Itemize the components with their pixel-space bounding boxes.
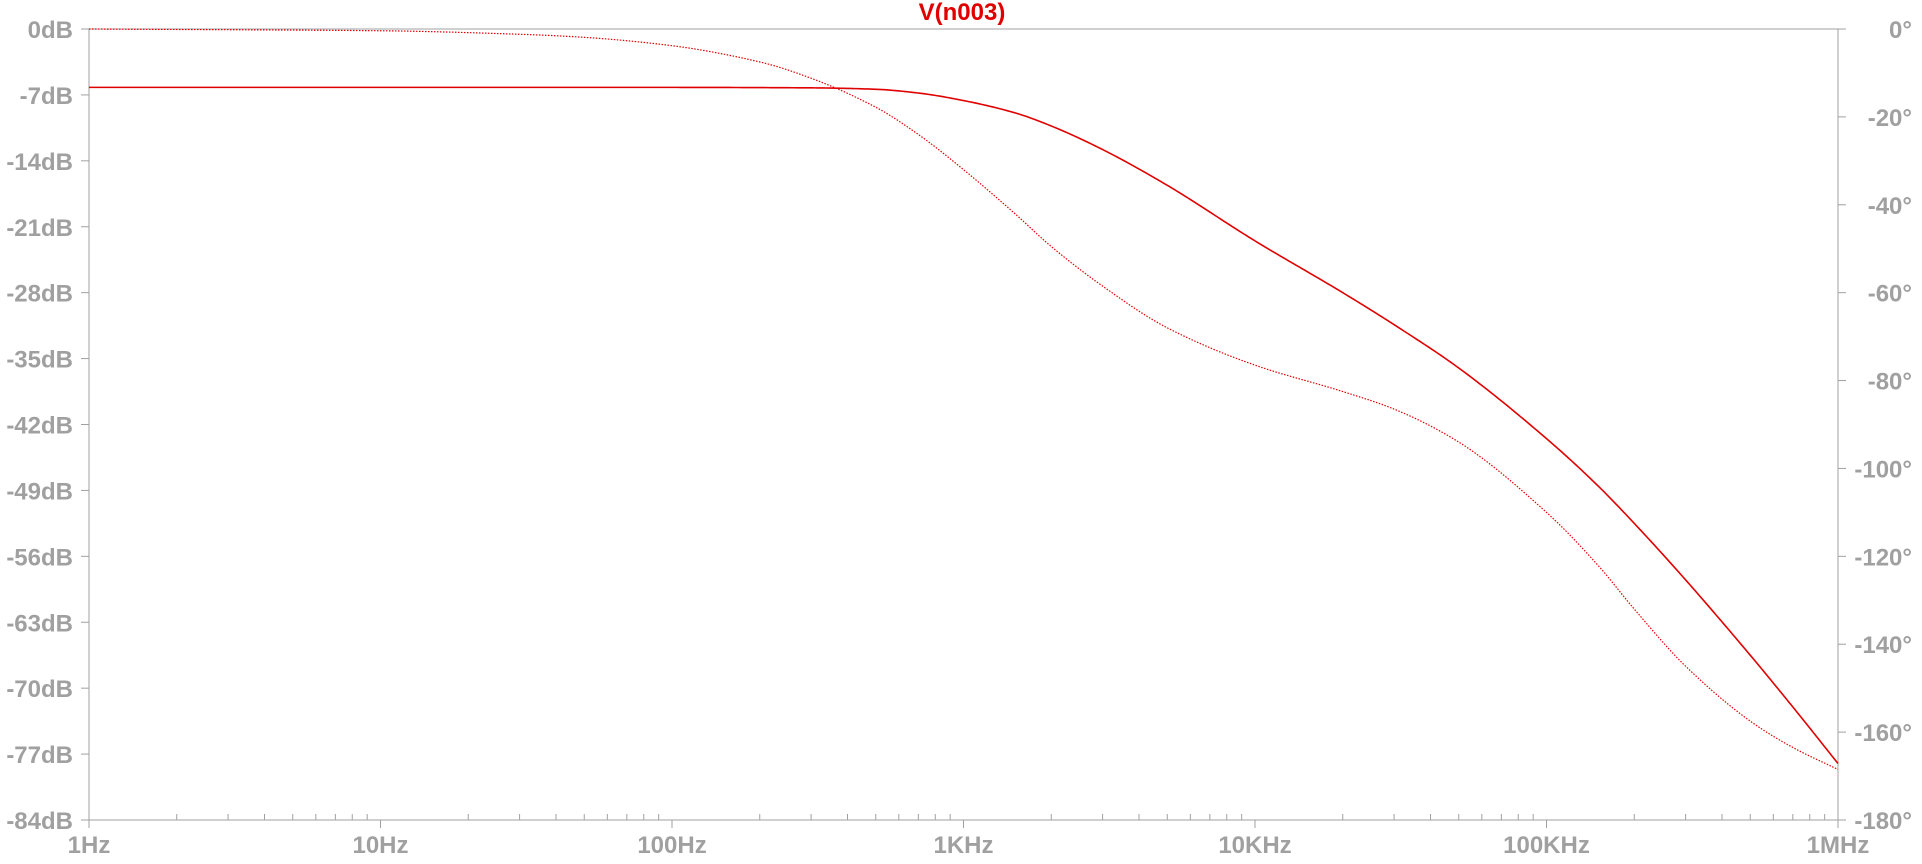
- y-right-tick-label: -80°: [1868, 369, 1912, 396]
- y-left-tick-label: -77dB: [6, 742, 73, 769]
- y-left-tick-label: -42dB: [6, 413, 73, 440]
- x-tick-label: 100Hz: [637, 832, 706, 859]
- y-right-tick-label: -40°: [1868, 193, 1912, 220]
- y-right-tick-label: -120°: [1854, 544, 1912, 571]
- y-left-tick-label: -7dB: [20, 83, 73, 110]
- y-right-tick-label: -160°: [1854, 720, 1912, 747]
- y-left-tick-label: -84dB: [6, 808, 73, 835]
- y-left-tick-label: -49dB: [6, 478, 73, 505]
- y-left-tick-label: 0dB: [28, 17, 73, 44]
- chart-title: V(n003): [919, 0, 1006, 26]
- x-tick-label: 10KHz: [1218, 832, 1291, 859]
- y-right-tick-label: -180°: [1854, 808, 1912, 835]
- y-left-tick-label: -56dB: [6, 544, 73, 571]
- y-left-tick-label: -35dB: [6, 347, 73, 374]
- magnitude-curve: [89, 86, 1839, 764]
- axis-ticks: [81, 28, 1846, 828]
- y-left-tick-label: -63dB: [6, 610, 73, 637]
- x-tick-label: 1KHz: [933, 832, 993, 859]
- y-right-tick-label: -140°: [1854, 632, 1912, 659]
- y-right-tick-label: -60°: [1868, 281, 1912, 308]
- series-lines: [88, 28, 1839, 771]
- x-tick-label: 100KHz: [1503, 832, 1590, 859]
- axes: [88, 28, 1839, 821]
- y-left-tick-label: -70dB: [6, 676, 73, 703]
- axis-labels: 1Hz 10Hz 100Hz 1KHz 10KHz 100KHz 1MHz 0dB -7dB -1…: [6, 17, 1912, 859]
- y-right-tick-label: 0°: [1889, 17, 1912, 44]
- y-right-tick-label: -20°: [1868, 105, 1912, 132]
- y-left-tick-label: -28dB: [6, 281, 73, 308]
- x-tick-label: 10Hz: [352, 832, 408, 859]
- y-right-tick-label: -100°: [1854, 456, 1912, 483]
- x-tick-label: 1Hz: [68, 832, 111, 859]
- x-tick-label: 1MHz: [1807, 832, 1870, 859]
- y-left-tick-label: -14dB: [6, 149, 73, 176]
- y-left-tick-label: -21dB: [6, 215, 73, 242]
- phase-curve: [88, 28, 1839, 771]
